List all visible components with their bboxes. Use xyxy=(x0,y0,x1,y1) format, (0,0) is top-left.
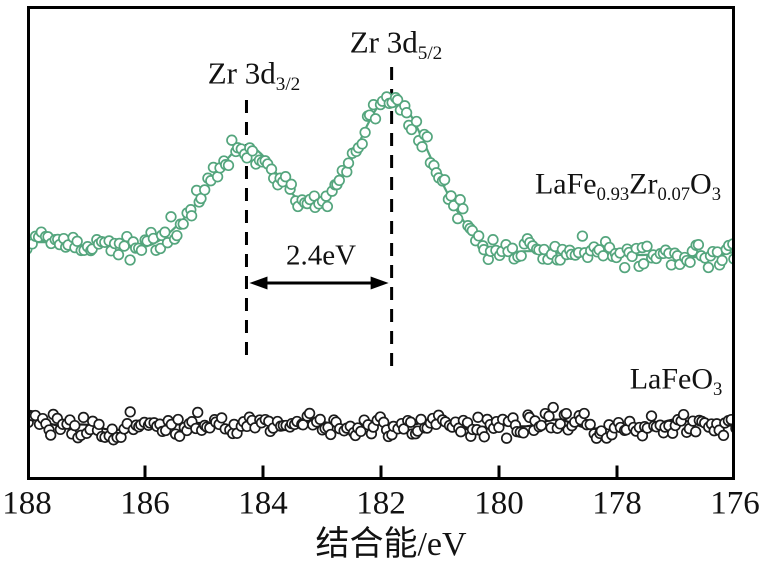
peak-label-zr3d32-subscript: 3/2 xyxy=(275,74,301,96)
x-tick-label-182: 182 xyxy=(356,485,406,522)
x-axis-ticks xyxy=(143,465,619,479)
x-tick-label-178: 178 xyxy=(592,485,642,522)
peak-label-zr3d32-text: Zr 3d xyxy=(207,55,276,91)
dashed-guide-lines xyxy=(244,67,394,372)
series2-sub: 3 xyxy=(713,378,723,400)
series-lafeo xyxy=(28,401,734,446)
series-label-lafezro: LaFe0.93Zr0.07O3 xyxy=(534,167,722,205)
separation-arrow xyxy=(249,276,389,290)
series-label-lafeo: LaFeO3 xyxy=(629,362,723,400)
peak-label-zr3d32: Zr 3d3/2 xyxy=(208,58,301,95)
peak-label-zr3d52: Zr 3d5/2 xyxy=(350,27,443,64)
series-lafezro xyxy=(28,91,734,274)
series1-sub-3: 3 xyxy=(711,183,722,205)
series-lafezro-markers xyxy=(28,91,734,274)
series-lafeo-markers xyxy=(28,401,734,446)
plot-frame xyxy=(27,6,735,480)
series1-text-2: Zr xyxy=(629,167,658,201)
x-tick-label-180: 180 xyxy=(474,485,524,522)
x-tick-label-184: 184 xyxy=(238,485,288,522)
x-tick-label-188: 188 xyxy=(2,485,52,522)
x-axis-title: 结合能/eV xyxy=(315,526,467,563)
series1-sub-2: 0.07 xyxy=(657,183,691,205)
x-tick-label-176: 176 xyxy=(710,485,760,522)
x-tick-label-186: 186 xyxy=(120,485,170,522)
separation-label: 2.4eV xyxy=(285,239,357,272)
series2-text: LaFeO xyxy=(629,362,714,396)
peak-label-zr3d52-text: Zr 3d xyxy=(349,24,418,60)
series1-text-1: LaFe xyxy=(534,167,597,201)
series1-sub-1: 0.93 xyxy=(596,183,630,205)
series1-text-3: O xyxy=(690,167,712,201)
peak-label-zr3d52-subscript: 5/2 xyxy=(417,43,443,65)
